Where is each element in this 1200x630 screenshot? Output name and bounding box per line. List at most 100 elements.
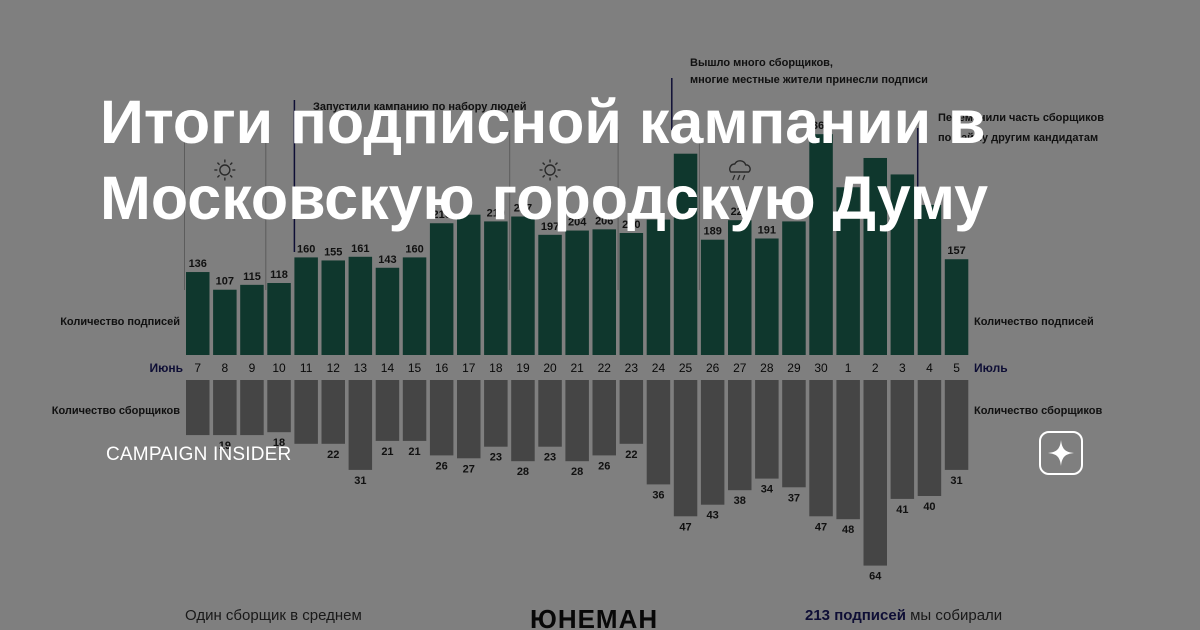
signature-value-13: 161 (351, 243, 369, 255)
collector-bar-14 (375, 380, 400, 441)
date-tick-24: 24 (652, 361, 666, 375)
date-tick-3: 3 (899, 361, 906, 375)
collector-bar-28 (755, 380, 779, 479)
date-tick-29: 29 (787, 361, 801, 375)
collector-value-14: 21 (381, 446, 393, 458)
collector-value-17: 27 (463, 463, 475, 475)
collector-value-2: 64 (869, 571, 882, 583)
date-tick-16: 16 (435, 361, 449, 375)
collector-bar-26 (700, 380, 725, 505)
collector-value-13: 31 (354, 475, 366, 487)
collector-bar-13 (348, 380, 373, 470)
signature-value-14: 143 (378, 254, 396, 266)
collector-bar-30 (809, 380, 833, 517)
date-tick-25: 25 (679, 361, 693, 375)
signature-bar-20 (538, 234, 562, 355)
collector-bar-20 (538, 380, 562, 447)
footer-right-text: 213 подписей мы собирали (805, 607, 1002, 624)
signature-bar-22 (592, 229, 616, 355)
collector-bar-11 (294, 380, 318, 444)
footer-right-rest: мы собирали (906, 607, 1002, 624)
collector-bar-15 (402, 380, 427, 441)
signature-bar-24 (646, 219, 671, 355)
collector-value-20: 23 (544, 452, 556, 464)
row-label-collectors-left: Количество сборщиков (52, 405, 180, 417)
signature-bar-27 (728, 220, 752, 355)
date-tick-5: 5 (953, 361, 960, 375)
signature-bar-15 (402, 257, 427, 355)
collector-bar-18 (484, 380, 508, 447)
collector-bar-5 (944, 380, 969, 470)
date-tick-30: 30 (814, 361, 828, 375)
signature-bar-23 (619, 233, 644, 355)
date-tick-labels: 7 8 9 10 11 12 13 14 15 16 17 18 19 20 21 22 23 24 25 26 27 2… (194, 361, 960, 375)
date-tick-20: 20 (543, 361, 557, 375)
signature-value-15: 160 (405, 243, 423, 255)
signature-bar-12 (321, 260, 345, 355)
date-tick-7: 7 (194, 361, 201, 375)
signature-bar-28 (755, 238, 779, 355)
date-tick-28: 28 (760, 361, 774, 375)
collector-value-18: 23 (490, 452, 502, 464)
date-tick-1: 1 (845, 361, 852, 375)
date-tick-26: 26 (706, 361, 720, 375)
date-tick-14: 14 (381, 361, 395, 375)
collector-bar-24 (646, 380, 671, 485)
collector-value-3: 41 (896, 504, 908, 516)
collector-value-12: 22 (327, 449, 339, 461)
signature-value-9: 115 (243, 271, 261, 283)
footer-left-text: Один сборщик в среднем (185, 607, 362, 624)
collector-bar-25 (673, 380, 698, 517)
collector-value-4: 40 (923, 501, 935, 513)
collector-bar-7 (186, 380, 210, 436)
signature-value-12: 155 (324, 246, 342, 258)
collector-value-27: 38 (734, 495, 746, 507)
date-tick-8: 8 (222, 361, 229, 375)
collector-value-28: 34 (761, 484, 774, 496)
date-tick-18: 18 (489, 361, 503, 375)
page-title: Итоги подписной кампании в Московскую го… (100, 88, 989, 232)
date-tick-22: 22 (598, 361, 612, 375)
collector-value-19: 28 (517, 466, 529, 478)
signature-bar-26 (700, 239, 725, 355)
signature-bar-11 (294, 257, 318, 355)
signature-bar-8 (213, 289, 237, 355)
collector-value-21: 28 (571, 466, 583, 478)
collector-bar-23 (619, 380, 644, 444)
collector-bar-17 (457, 380, 481, 459)
collector-value-29: 37 (788, 492, 800, 504)
sparkle-logo-icon (1039, 431, 1083, 475)
brand-name: CAMPAIGN INSIDER (106, 444, 292, 465)
signature-bar-29 (782, 221, 806, 355)
collector-bar-12 (321, 380, 345, 444)
collector-bar-10 (267, 380, 291, 433)
signature-value-7: 136 (189, 258, 207, 270)
annotation-text-25: Вышло много сборщиков, (690, 57, 833, 69)
signature-bar-14 (375, 267, 400, 355)
date-tick-23: 23 (625, 361, 639, 375)
month-label-july: Июль (974, 361, 1008, 375)
row-label-signatures-right: Количество подписей (974, 316, 1094, 328)
collector-value-16: 26 (436, 460, 448, 472)
collector-bar-16 (429, 380, 454, 456)
collector-bar-27 (728, 380, 752, 491)
collector-value-15: 21 (408, 446, 420, 458)
collector-value-23: 22 (625, 449, 637, 461)
signature-bar-9 (240, 284, 264, 355)
date-tick-13: 13 (354, 361, 368, 375)
date-tick-12: 12 (327, 361, 341, 375)
collector-bar-22 (592, 380, 616, 456)
signature-value-11: 160 (297, 243, 315, 255)
collector-value-5: 31 (950, 475, 962, 487)
collector-bar-21 (565, 380, 589, 462)
collector-value-30: 47 (815, 521, 827, 533)
date-tick-27: 27 (733, 361, 747, 375)
signature-bar-5 (944, 259, 969, 355)
collector-bar-19 (511, 380, 535, 462)
signature-bar-13 (348, 256, 373, 355)
date-tick-11: 11 (300, 361, 313, 375)
date-tick-15: 15 (408, 361, 422, 375)
signature-value-10: 118 (270, 269, 288, 281)
date-tick-2: 2 (872, 361, 879, 375)
collector-bar-3 (890, 380, 915, 499)
